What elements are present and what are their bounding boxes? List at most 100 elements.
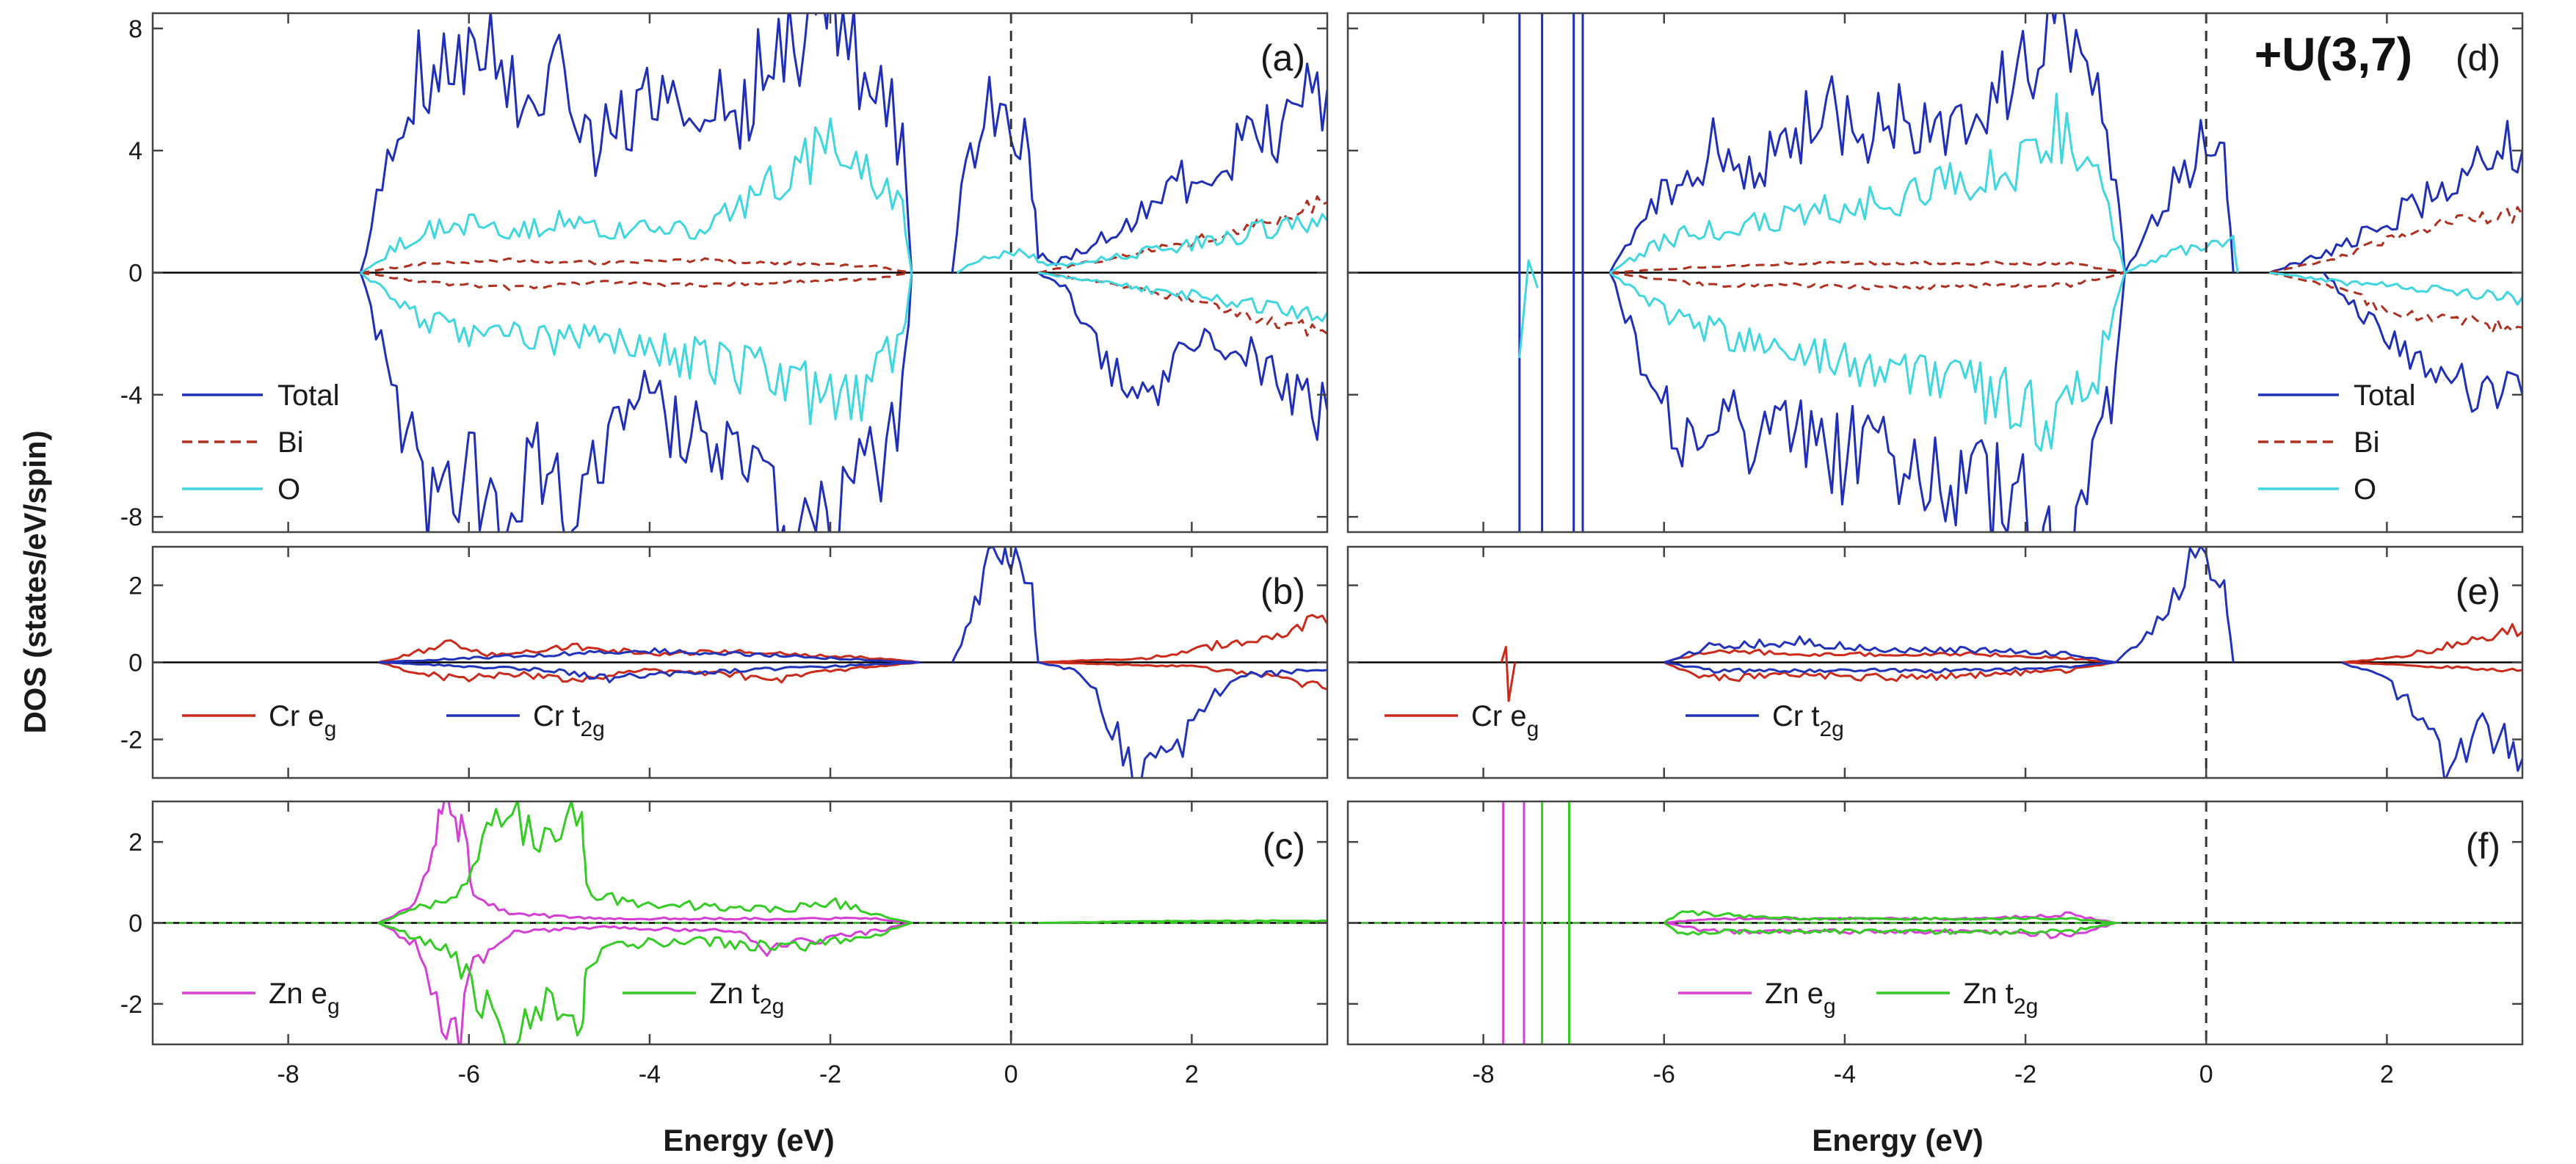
y-axis-label: DOS (states/eV/spin)	[18, 430, 52, 733]
x-tick-label: -6	[458, 1061, 480, 1088]
series-cr-t2g-cond-neg	[2341, 661, 2522, 778]
series-cr-t2g-cond-pos	[951, 547, 1040, 663]
y-tick-label: -4	[120, 382, 142, 410]
panel-b: -2 0 2 (b) Cr eg Cr t2g	[120, 545, 1329, 779]
series-cr-eg-cond-neg	[2341, 661, 2522, 673]
series-o-band-pos	[360, 117, 913, 274]
legend-subscript: g	[327, 994, 340, 1019]
series-zn-t2g-band-pos	[1663, 909, 2116, 924]
panel-c: -2 0 2 -8 -6 -4 -2 0 2 (c) Zn eg Zn t2g	[120, 800, 1329, 1088]
y-tick-label: 4	[128, 137, 142, 165]
x-tick-label: 0	[1004, 1061, 1018, 1088]
y-tick-label: 0	[128, 650, 142, 677]
series-o-band-neg	[360, 272, 913, 426]
y-tick-label: 2	[128, 572, 142, 600]
series-total-band-neg	[359, 272, 913, 532]
plot-area-b	[153, 547, 1327, 778]
legend: Cr eg Cr t2g	[182, 700, 605, 741]
panel-a: -8 -4 0 4 8 (a) Total Bi O	[120, 12, 1329, 534]
series-cr-t2g-band-pos	[378, 647, 921, 663]
panel-label: (c)	[1263, 826, 1305, 867]
series-total-band-neg	[1608, 272, 2126, 532]
series-total-band-pos	[359, 13, 913, 273]
series-cr-eg-cond-pos	[2341, 623, 2522, 663]
series-cr-t2g-cond-pos	[2115, 547, 2235, 663]
legend-label: Zn eg	[1765, 978, 1836, 1019]
series-bi-cond-pos	[2269, 205, 2522, 274]
y-tick-label: 2	[128, 829, 142, 856]
plot-area-e	[1348, 547, 2522, 778]
plot-area-a	[153, 13, 1327, 532]
legend-subscript: 2g	[760, 994, 784, 1019]
panel-label: (d)	[2456, 37, 2500, 79]
x-tick-label: -4	[1834, 1061, 1856, 1088]
series-bi-band-neg	[1609, 272, 2125, 291]
panel-label: (b)	[1260, 571, 1305, 612]
y-tick-label: -8	[120, 503, 142, 531]
series-cr-t2g-band-neg	[378, 661, 921, 684]
y-tick-label: 0	[128, 260, 142, 288]
series-cr-t2g-cond-neg	[1037, 661, 1327, 778]
legend: Total Bi O	[2258, 379, 2416, 506]
series-cr-eg-spike-small	[1500, 646, 1517, 702]
plot-area-d	[1348, 13, 2522, 532]
panel-f: -8 -6 -4 -2 0 2 (f) Zn eg Zn t2g	[1346, 800, 2524, 1088]
legend-subscript: 2g	[2014, 994, 2038, 1019]
series-bi-band-neg	[360, 272, 913, 291]
legend-label: Bi	[277, 426, 304, 459]
legend: Cr eg Cr t2g	[1385, 700, 1844, 741]
legend-subscript: g	[1527, 717, 1539, 741]
legend-label: O	[277, 473, 300, 506]
legend-subscript: 2g	[1819, 717, 1843, 741]
series-cr-eg-cond-neg	[1038, 661, 1327, 691]
series-o-cond-neg	[2269, 272, 2522, 306]
series-o-band-neg	[1608, 272, 2126, 452]
series-o-spike-small	[1518, 259, 1539, 359]
panel-label: (f)	[2466, 826, 2500, 867]
series-o-cond-neg	[1037, 272, 1327, 323]
x-axis-label-right: Energy (eV)	[1812, 1123, 1983, 1157]
legend-label: Total	[2354, 379, 2416, 412]
legend-subscript: g	[324, 717, 337, 741]
panel-label: (a)	[1260, 37, 1305, 79]
series-total-cond-neg	[2323, 272, 2522, 413]
x-tick-label: 0	[2199, 1061, 2213, 1088]
x-tick-label: -8	[277, 1061, 299, 1088]
y-tick-label: -2	[120, 991, 142, 1019]
series-bi-band-pos	[360, 257, 913, 274]
series-total-cond-pos2	[2268, 120, 2522, 274]
series-cr-eg-band-neg	[1663, 661, 2116, 683]
y-tick-label: 0	[128, 910, 142, 938]
panel-e: (e) Cr eg Cr t2g	[1346, 545, 2524, 779]
series-total-band-pos	[1608, 13, 2126, 274]
series-cr-t2g-band-pos	[1663, 635, 2116, 663]
series-zn-t2g-band-neg	[1663, 922, 2116, 936]
x-tick-label: -2	[2014, 1061, 2036, 1088]
series-cr-eg-band-neg	[378, 661, 921, 684]
series-total-cond-pos	[2124, 119, 2235, 274]
x-tick-label: -8	[1472, 1061, 1494, 1088]
series-zn-t2g-cond-pos	[1038, 919, 1327, 924]
series-o-cond-pos	[2124, 235, 2239, 274]
series-bi-cond-neg	[1037, 272, 1327, 337]
series-cr-t2g-band-neg	[1663, 661, 2116, 674]
series-bi-cond-pos	[1037, 195, 1327, 274]
legend-label: Bi	[2354, 426, 2380, 459]
legend: Total Bi O	[182, 379, 340, 506]
legend-label: Zn eg	[269, 978, 340, 1019]
plot-area-f	[1348, 801, 2522, 1044]
series-zn-t2g-band-neg	[378, 922, 913, 1044]
series-o-band-pos	[1609, 92, 2126, 274]
legend-label: Cr t2g	[533, 700, 605, 741]
series-cr-eg-cond-pos	[1038, 614, 1327, 663]
legend-label: Zn t2g	[1963, 978, 2038, 1019]
panel-label: (e)	[2456, 571, 2500, 612]
legend-label: Cr eg	[269, 700, 336, 741]
legend-subscript: g	[1824, 994, 1836, 1019]
series-cr-eg-band-pos	[1663, 648, 2116, 663]
series-bi-cond-neg	[2269, 272, 2522, 335]
legend-label: Cr eg	[1471, 700, 1539, 741]
legend-label: Total	[277, 379, 340, 412]
series-total-cond-pos	[951, 62, 1327, 273]
